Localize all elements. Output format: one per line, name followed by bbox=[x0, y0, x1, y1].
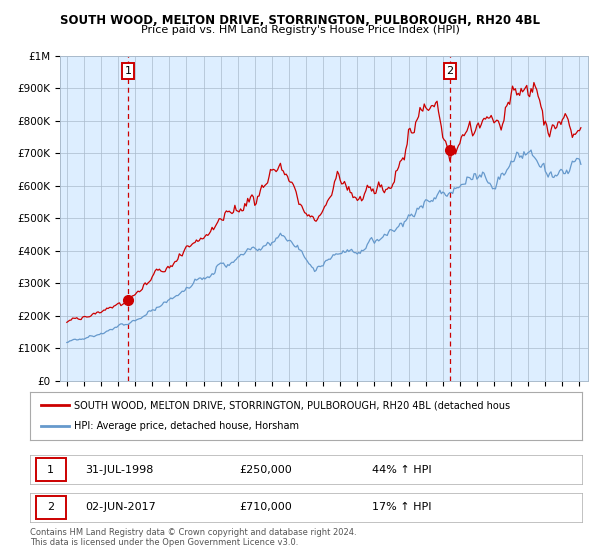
Text: 44% ↑ HPI: 44% ↑ HPI bbox=[372, 465, 432, 475]
Text: 02-JUN-2017: 02-JUN-2017 bbox=[85, 502, 156, 512]
FancyBboxPatch shape bbox=[35, 496, 66, 519]
FancyBboxPatch shape bbox=[35, 458, 66, 482]
Text: SOUTH WOOD, MELTON DRIVE, STORRINGTON, PULBOROUGH, RH20 4BL (detached hous: SOUTH WOOD, MELTON DRIVE, STORRINGTON, P… bbox=[74, 400, 510, 410]
Text: 17% ↑ HPI: 17% ↑ HPI bbox=[372, 502, 432, 512]
Text: 1: 1 bbox=[125, 66, 131, 76]
Text: £250,000: £250,000 bbox=[240, 465, 293, 475]
Text: 2: 2 bbox=[446, 66, 454, 76]
Text: This data is licensed under the Open Government Licence v3.0.: This data is licensed under the Open Gov… bbox=[30, 538, 298, 547]
Text: 31-JUL-1998: 31-JUL-1998 bbox=[85, 465, 154, 475]
Text: Contains HM Land Registry data © Crown copyright and database right 2024.: Contains HM Land Registry data © Crown c… bbox=[30, 528, 356, 536]
Text: Price paid vs. HM Land Registry's House Price Index (HPI): Price paid vs. HM Land Registry's House … bbox=[140, 25, 460, 35]
Text: £710,000: £710,000 bbox=[240, 502, 293, 512]
Text: SOUTH WOOD, MELTON DRIVE, STORRINGTON, PULBOROUGH, RH20 4BL: SOUTH WOOD, MELTON DRIVE, STORRINGTON, P… bbox=[60, 14, 540, 27]
Text: 1: 1 bbox=[47, 465, 54, 475]
Text: 2: 2 bbox=[47, 502, 54, 512]
Text: HPI: Average price, detached house, Horsham: HPI: Average price, detached house, Hors… bbox=[74, 421, 299, 431]
